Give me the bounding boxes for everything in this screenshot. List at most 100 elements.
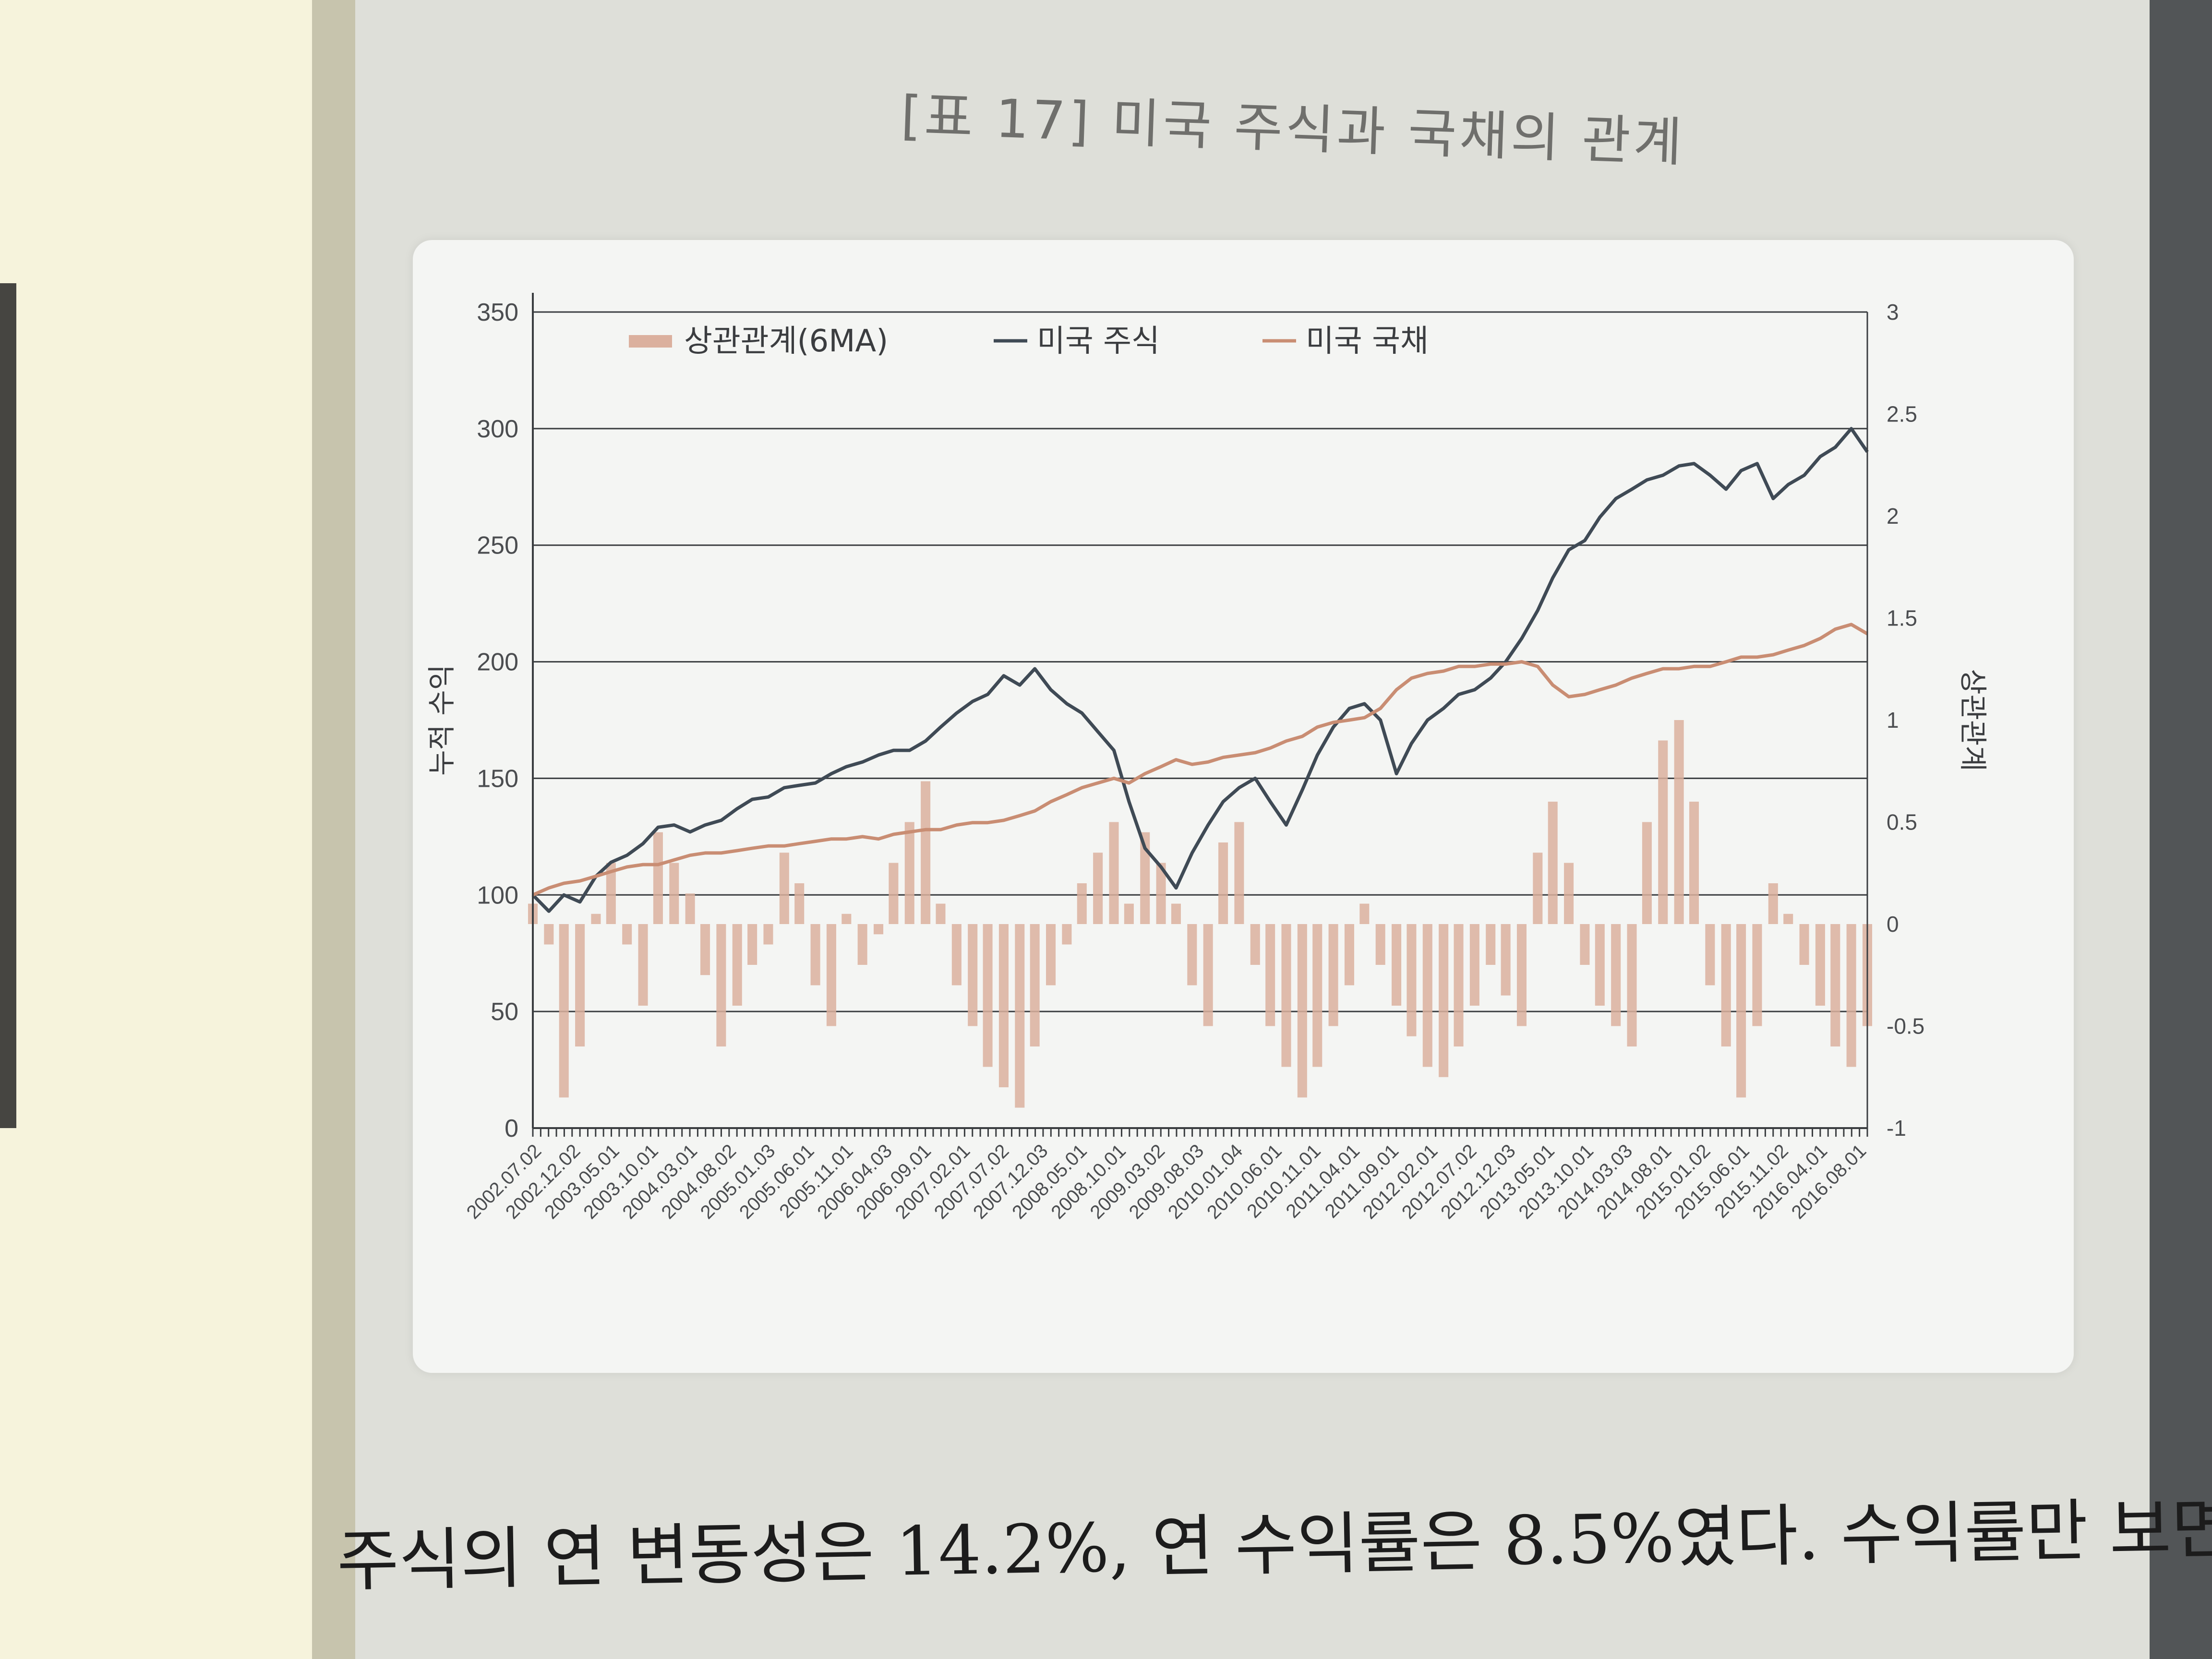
correlation-bar bbox=[1689, 802, 1699, 924]
correlation-bar bbox=[1736, 924, 1746, 1098]
correlation-bar bbox=[1627, 924, 1637, 1046]
correlation-bar bbox=[1486, 924, 1496, 965]
y-left-tick-label: 300 bbox=[477, 415, 518, 443]
correlation-bar bbox=[857, 924, 867, 965]
axes: 0 50 100 150 200 250 300 350 -1 -0.5 0 0.5 1 1.5 2 2.5 3… bbox=[425, 293, 1989, 1223]
correlation-bar bbox=[716, 924, 726, 1046]
correlation-bar bbox=[1093, 853, 1103, 924]
y-left-tick-label: 200 bbox=[477, 649, 518, 676]
correlation-bars bbox=[528, 720, 1873, 1108]
correlation-bar bbox=[968, 924, 978, 1026]
bond-series-line bbox=[532, 623, 1868, 897]
y-left-tick-label: 350 bbox=[477, 299, 518, 326]
correlation-bar bbox=[1658, 740, 1668, 924]
y-left-tick-label: 0 bbox=[505, 1115, 518, 1142]
correlation-bar bbox=[1344, 924, 1354, 986]
y-right-tick-label: 1.5 bbox=[1887, 606, 1917, 631]
correlation-bar bbox=[1124, 903, 1134, 924]
legend: 상관관계(6MA) 미국 주식 미국 국채 bbox=[629, 324, 1429, 359]
correlation-bar bbox=[1046, 924, 1056, 986]
series-lines bbox=[531, 427, 1869, 913]
correlation-bar bbox=[1533, 853, 1543, 924]
correlation-bar bbox=[1799, 924, 1809, 965]
correlation-bar bbox=[544, 924, 554, 945]
correlation-bar bbox=[653, 832, 663, 924]
correlation-bar bbox=[1077, 883, 1087, 924]
correlation-bar bbox=[1234, 822, 1244, 924]
correlation-bar bbox=[700, 924, 710, 975]
correlation-bar bbox=[1439, 924, 1449, 1077]
correlation-bar bbox=[1265, 924, 1275, 1026]
stock-series-line bbox=[531, 427, 1869, 913]
correlation-bar bbox=[747, 924, 757, 965]
y-left-tick-label: 250 bbox=[477, 532, 518, 560]
correlation-bar bbox=[669, 863, 679, 924]
correlation-bar bbox=[1768, 883, 1778, 924]
correlation-bar bbox=[810, 924, 820, 986]
left-page bbox=[0, 0, 336, 1659]
correlation-bar bbox=[951, 924, 962, 986]
y-right-axis-title: 상관관계 bbox=[1957, 669, 1989, 771]
correlation-bar bbox=[1375, 924, 1385, 965]
gridlines bbox=[533, 311, 1867, 1012]
correlation-bar bbox=[1281, 924, 1291, 1067]
correlation-bar bbox=[1580, 924, 1590, 965]
correlation-bar bbox=[622, 924, 632, 945]
correlation-bar bbox=[1062, 924, 1072, 945]
legend-label: 미국 주식 bbox=[1037, 324, 1160, 359]
correlation-bar bbox=[606, 863, 616, 924]
correlation-bar bbox=[1359, 903, 1370, 924]
correlation-bar bbox=[685, 893, 695, 924]
correlation-bar bbox=[763, 924, 773, 945]
correlation-bar bbox=[779, 853, 789, 924]
correlation-bar bbox=[1830, 924, 1840, 1046]
y-left-tick-label: 100 bbox=[477, 881, 518, 909]
correlation-bar bbox=[873, 924, 884, 935]
correlation-bar bbox=[1752, 924, 1762, 1026]
correlation-bar bbox=[1392, 924, 1402, 1006]
correlation-bar bbox=[575, 924, 585, 1046]
legend-label: 미국 국채 bbox=[1306, 324, 1429, 359]
y-right-tick-label: 2 bbox=[1887, 504, 1899, 529]
left-page-text-edge bbox=[0, 283, 16, 1128]
correlation-bar bbox=[732, 924, 742, 1006]
right-edge-shadow bbox=[2150, 0, 2212, 1659]
correlation-bar bbox=[1815, 924, 1825, 1006]
correlation-bar bbox=[1030, 924, 1040, 1046]
correlation-bar bbox=[1501, 924, 1511, 996]
correlation-bar bbox=[1312, 924, 1322, 1067]
y-left-tick-label: 50 bbox=[491, 998, 518, 1026]
correlation-bar bbox=[1109, 822, 1119, 924]
legend-label: 상관관계(6MA) bbox=[684, 324, 888, 359]
correlation-bar bbox=[1171, 903, 1181, 924]
correlation-bar bbox=[1674, 720, 1684, 924]
correlation-bar bbox=[889, 863, 899, 924]
correlation-bar bbox=[1564, 863, 1574, 924]
correlation-bar bbox=[1015, 924, 1025, 1108]
y-right-tick-label: 2.5 bbox=[1887, 402, 1917, 427]
correlation-bar bbox=[1250, 924, 1260, 965]
correlation-bar bbox=[1516, 924, 1527, 1026]
chart-svg: 0 50 100 150 200 250 300 350 -1 -0.5 0 0.5 1 1.5 2 2.5 3… bbox=[425, 293, 1989, 1223]
correlation-bar bbox=[1595, 924, 1605, 1006]
correlation-bar bbox=[1454, 924, 1464, 1046]
correlation-bar bbox=[1297, 924, 1307, 1098]
y-right-tick-label: 1 bbox=[1887, 708, 1899, 733]
correlation-bar bbox=[1203, 924, 1213, 1026]
correlation-bar bbox=[1611, 924, 1621, 1026]
correlation-bar bbox=[1156, 863, 1166, 924]
correlation-bar bbox=[794, 883, 805, 924]
y-right-tick-label: 0 bbox=[1887, 912, 1899, 937]
correlation-bar bbox=[1846, 924, 1856, 1067]
chart-frame: 0 50 100 150 200 250 300 350 -1 -0.5 0 0.5 1 1.5 2 2.5 3… bbox=[413, 240, 2074, 1373]
y-right-tick-label: -1 bbox=[1887, 1116, 1906, 1141]
correlation-bar bbox=[1140, 832, 1150, 924]
correlation-bar bbox=[921, 781, 931, 924]
correlation-bar bbox=[1187, 924, 1197, 986]
y-right-tick-label: 3 bbox=[1887, 300, 1899, 325]
correlation-bar bbox=[1642, 822, 1652, 924]
correlation-bar bbox=[1721, 924, 1731, 1046]
correlation-bar bbox=[1548, 802, 1558, 924]
correlation-bar bbox=[842, 914, 852, 924]
correlation-bar bbox=[1783, 914, 1793, 924]
